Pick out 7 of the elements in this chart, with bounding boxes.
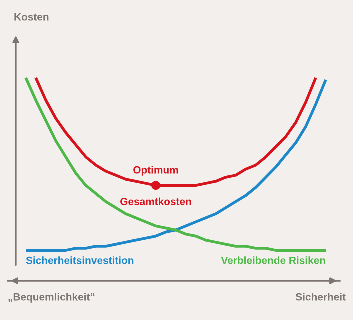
text: Kosten [14, 14, 49, 21]
series-label: Sicherheitsinvestition [26, 256, 134, 264]
text: „Bequemlichkeit“ [8, 293, 95, 303]
series-label: Gesamtkosten [120, 198, 192, 206]
series-label: Verbleibende Risiken [221, 256, 326, 264]
annotation: Optimum [134, 166, 178, 176]
x-axis-title: Sicherheit [296, 293, 346, 301]
